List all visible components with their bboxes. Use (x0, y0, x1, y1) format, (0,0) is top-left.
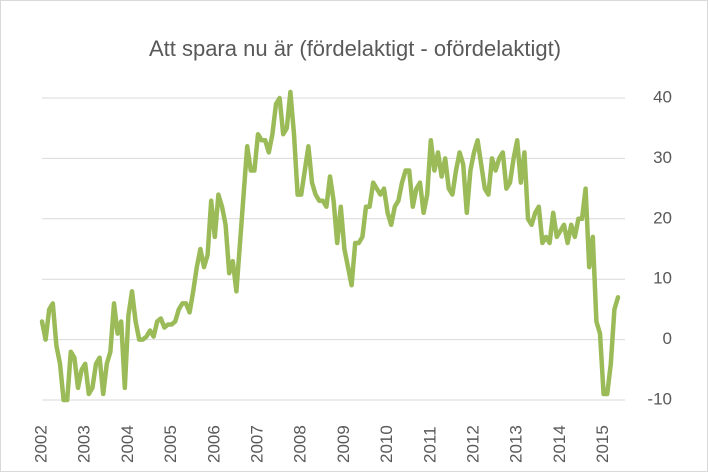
x-tick-label: 2014 (550, 425, 569, 463)
x-tick-label: 2011 (420, 426, 439, 463)
x-tick-label: 2010 (377, 425, 396, 463)
x-tick-label: 2006 (204, 425, 223, 463)
y-tick-label: 0 (663, 329, 672, 348)
data-line (39, 89, 621, 403)
y-tick-label: 40 (653, 87, 672, 106)
x-tick-label: 2009 (334, 425, 353, 463)
x-tick-label: 2008 (291, 425, 310, 463)
x-tick-label: 2003 (75, 425, 94, 463)
y-tick-label: 20 (653, 208, 672, 227)
x-tick-label: 2005 (161, 425, 180, 463)
chart-title: Att spara nu är (fördelaktigt - ofördela… (149, 36, 561, 61)
x-tick-label: 2004 (118, 425, 137, 463)
x-tick-label: 2007 (247, 425, 266, 463)
y-tick-label: 10 (653, 269, 672, 288)
x-tick-label: 2013 (507, 425, 526, 463)
x-tick-label: 2012 (463, 425, 482, 463)
x-tick-label: 2015 (593, 425, 612, 463)
x-tick-label: 2002 (31, 425, 50, 463)
y-tick-label: -10 (647, 389, 672, 408)
y-tick-label: 30 (653, 148, 672, 167)
